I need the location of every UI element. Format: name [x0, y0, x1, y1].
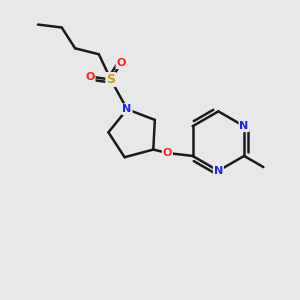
Text: O: O — [163, 148, 172, 158]
Text: N: N — [122, 104, 132, 114]
Text: O: O — [116, 58, 126, 68]
Text: N: N — [239, 121, 249, 131]
Text: S: S — [106, 73, 115, 86]
Text: O: O — [85, 72, 94, 82]
Text: N: N — [214, 166, 223, 176]
